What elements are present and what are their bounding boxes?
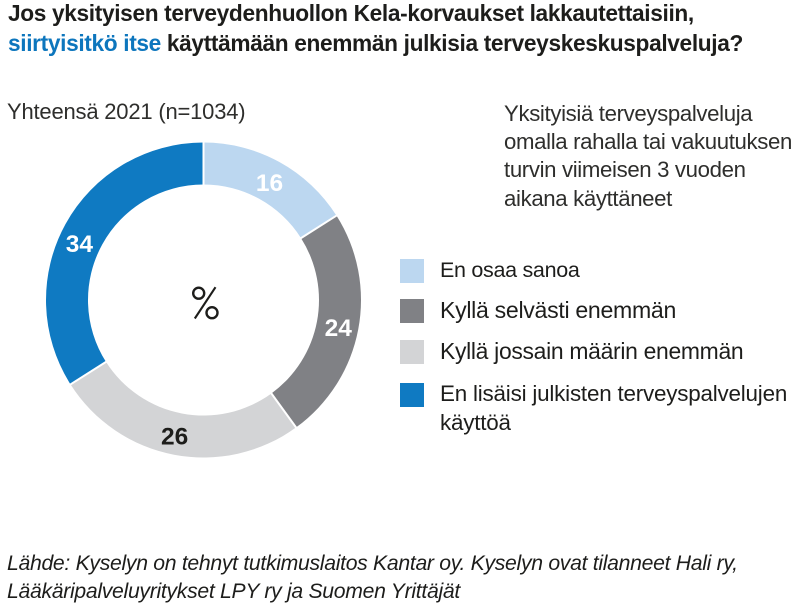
svg-text:24: 24 bbox=[325, 315, 353, 342]
svg-text:34: 34 bbox=[66, 231, 94, 258]
svg-text:16: 16 bbox=[256, 170, 283, 197]
svg-text:26: 26 bbox=[161, 424, 188, 451]
